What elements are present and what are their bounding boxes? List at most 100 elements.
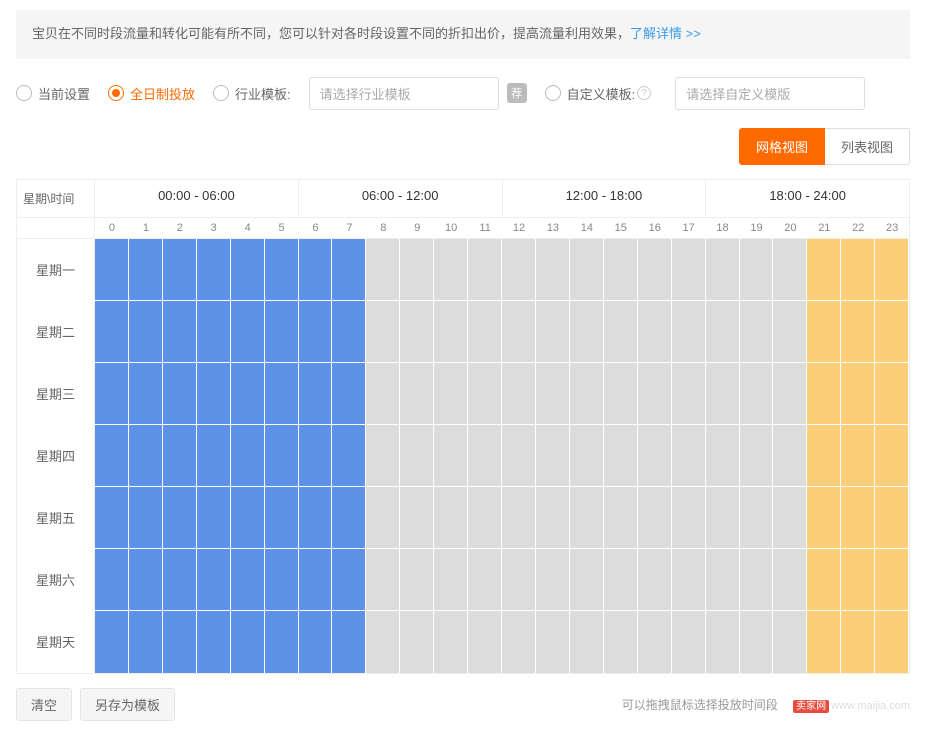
time-slot[interactable] [400,611,434,673]
time-slot[interactable] [197,301,231,362]
time-slot[interactable] [875,363,909,424]
time-slot[interactable] [299,487,333,548]
time-slot[interactable] [197,239,231,300]
time-slot[interactable] [570,549,604,610]
time-slot[interactable] [265,611,299,673]
time-slot[interactable] [468,363,502,424]
radio-industry[interactable]: 行业模板: [213,84,291,103]
time-slot[interactable] [95,425,129,486]
time-slot[interactable] [163,549,197,610]
time-slot[interactable] [841,549,875,610]
time-slot[interactable] [841,239,875,300]
time-slot[interactable] [740,239,774,300]
time-slot[interactable] [163,425,197,486]
time-slot[interactable] [841,425,875,486]
time-slot[interactable] [299,549,333,610]
time-slot[interactable] [638,487,672,548]
time-slot[interactable] [706,549,740,610]
time-slot[interactable] [638,611,672,673]
time-slot[interactable] [366,549,400,610]
time-slot[interactable] [502,239,536,300]
time-slot[interactable] [773,425,807,486]
time-slot[interactable] [502,425,536,486]
time-slot[interactable] [740,487,774,548]
time-slot[interactable] [570,301,604,362]
grid-view-button[interactable]: 网格视图 [739,128,825,165]
time-slot[interactable] [95,487,129,548]
time-slot[interactable] [570,611,604,673]
time-slot[interactable] [95,363,129,424]
time-slot[interactable] [197,363,231,424]
time-slot[interactable] [672,363,706,424]
time-slot[interactable] [332,239,366,300]
time-slot[interactable] [740,301,774,362]
time-slot[interactable] [434,425,468,486]
time-slot[interactable] [502,611,536,673]
time-slot[interactable] [265,239,299,300]
time-slot[interactable] [638,549,672,610]
time-slot[interactable] [129,363,163,424]
time-slot[interactable] [95,301,129,362]
time-slot[interactable] [129,487,163,548]
time-slot[interactable] [163,611,197,673]
time-slot[interactable] [468,549,502,610]
time-slot[interactable] [434,239,468,300]
time-slot[interactable] [231,549,265,610]
time-slot[interactable] [672,611,706,673]
time-slot[interactable] [773,363,807,424]
time-slot[interactable] [502,301,536,362]
time-slot[interactable] [400,425,434,486]
list-view-button[interactable]: 列表视图 [825,128,910,165]
time-slot[interactable] [366,611,400,673]
time-slot[interactable] [366,425,400,486]
time-slot[interactable] [706,363,740,424]
time-slot[interactable] [604,425,638,486]
time-slot[interactable] [163,239,197,300]
time-slot[interactable] [740,611,774,673]
time-slot[interactable] [536,425,570,486]
time-slot[interactable] [231,301,265,362]
time-slot[interactable] [434,301,468,362]
time-slot[interactable] [95,549,129,610]
time-slot[interactable] [706,239,740,300]
time-slot[interactable] [570,425,604,486]
time-slot[interactable] [807,549,841,610]
time-slot[interactable] [366,363,400,424]
time-slot[interactable] [841,487,875,548]
time-slot[interactable] [740,425,774,486]
time-slot[interactable] [841,363,875,424]
time-slot[interactable] [400,549,434,610]
time-slot[interactable] [536,549,570,610]
time-slot[interactable] [570,363,604,424]
time-slot[interactable] [332,363,366,424]
time-slot[interactable] [604,301,638,362]
time-slot[interactable] [197,487,231,548]
time-slot[interactable] [875,611,909,673]
time-slot[interactable] [332,487,366,548]
time-slot[interactable] [672,549,706,610]
clear-button[interactable]: 清空 [16,688,72,721]
time-slot[interactable] [197,425,231,486]
time-slot[interactable] [604,487,638,548]
time-slot[interactable] [604,549,638,610]
time-slot[interactable] [807,487,841,548]
time-slot[interactable] [875,239,909,300]
time-slot[interactable] [706,301,740,362]
time-slot[interactable] [604,239,638,300]
time-slot[interactable] [299,239,333,300]
time-slot[interactable] [536,487,570,548]
time-slot[interactable] [706,611,740,673]
time-slot[interactable] [265,301,299,362]
radio-fullday[interactable]: 全日制投放 [108,84,195,103]
time-slot[interactable] [434,487,468,548]
time-slot[interactable] [807,301,841,362]
time-slot[interactable] [502,487,536,548]
time-slot[interactable] [536,239,570,300]
time-slot[interactable] [129,549,163,610]
time-slot[interactable] [807,425,841,486]
time-slot[interactable] [536,301,570,362]
time-slot[interactable] [129,611,163,673]
help-icon[interactable]: ? [637,86,651,100]
time-slot[interactable] [672,425,706,486]
time-slot[interactable] [129,239,163,300]
